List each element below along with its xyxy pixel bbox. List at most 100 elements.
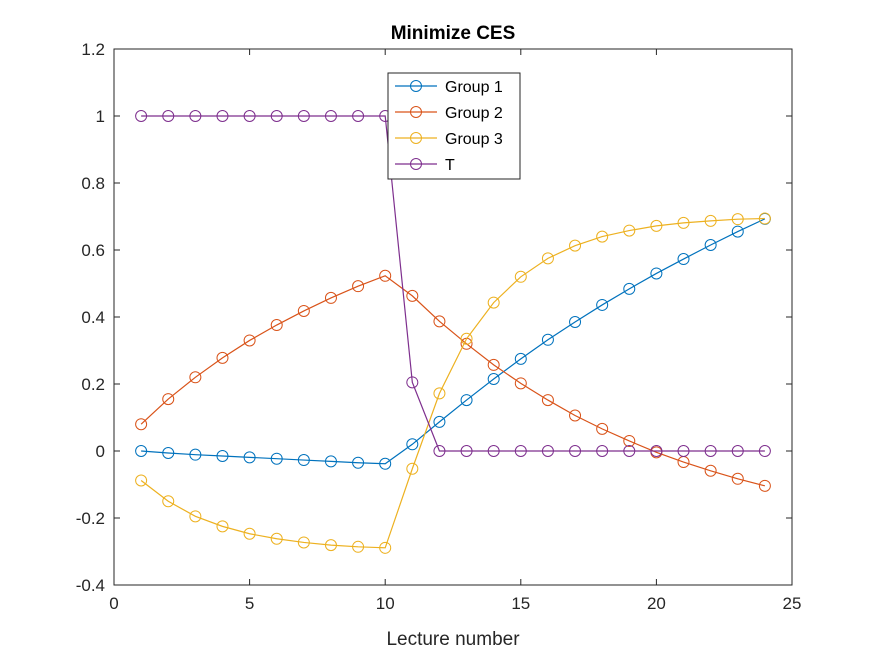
x-axis: 0 5 10 15 20 25 <box>109 49 801 613</box>
data-point-group-3 <box>135 474 148 487</box>
data-point-group-3 <box>243 527 256 540</box>
data-point-group-1 <box>541 333 554 346</box>
data-point-group-1 <box>270 452 283 465</box>
data-point-group-1 <box>406 438 419 451</box>
legend: Group 1 Group 2 Group 3 T <box>387 72 521 180</box>
data-point-group-1 <box>650 267 663 280</box>
data-point-group-3 <box>758 212 771 225</box>
series-line-t <box>141 115 765 452</box>
series-group-3 <box>135 212 771 554</box>
data-point-t <box>677 445 690 457</box>
data-point-group-2 <box>216 351 229 364</box>
legend-box <box>387 72 521 180</box>
legend-marker <box>410 158 422 170</box>
legend-label: Group 2 <box>445 105 503 122</box>
data-point-group-1 <box>324 455 337 468</box>
data-point-t <box>297 110 310 122</box>
data-point-group-3 <box>324 539 337 552</box>
data-point-group-2 <box>379 269 392 282</box>
data-point-group-1 <box>569 316 582 329</box>
data-point-group-3 <box>514 270 527 283</box>
series-layer <box>135 110 771 554</box>
data-point-group-3 <box>731 213 744 226</box>
data-point-group-1 <box>162 447 175 460</box>
x-tick-label: 10 <box>376 594 395 613</box>
data-point-group-1 <box>352 456 365 469</box>
data-point-group-3 <box>704 214 717 227</box>
data-point-t <box>541 445 554 457</box>
data-point-t <box>135 110 148 122</box>
data-point-group-1 <box>596 298 609 311</box>
legend-item: T <box>395 157 455 174</box>
data-point-group-1 <box>677 253 690 266</box>
data-point-group-2 <box>758 479 771 492</box>
data-point-t <box>189 110 202 122</box>
y-tick-label: 1 <box>96 107 105 126</box>
legend-label: Group 1 <box>445 79 503 96</box>
legend-marker <box>410 132 422 144</box>
data-point-group-2 <box>541 394 554 407</box>
data-point-group-2 <box>514 377 527 390</box>
data-point-t <box>569 445 582 457</box>
legend-item: Group 3 <box>395 131 503 148</box>
data-point-t <box>514 445 527 457</box>
data-point-group-3 <box>379 541 392 554</box>
data-point-group-3 <box>541 252 554 265</box>
data-point-group-3 <box>189 510 202 523</box>
data-point-group-3 <box>270 532 283 545</box>
data-point-group-1 <box>243 451 256 464</box>
data-point-group-2 <box>352 280 365 293</box>
data-point-t <box>731 445 744 457</box>
data-point-group-3 <box>487 296 500 309</box>
data-point-t <box>758 445 771 457</box>
y-tick-label: 0.4 <box>81 308 105 327</box>
data-point-group-1 <box>216 450 229 463</box>
data-point-group-2 <box>623 434 636 447</box>
data-point-group-3 <box>216 520 229 533</box>
data-point-group-2 <box>162 393 175 406</box>
data-point-group-1 <box>460 394 473 407</box>
legend-marker <box>410 80 422 92</box>
data-point-group-1 <box>189 448 202 461</box>
y-tick-label: 1.2 <box>81 40 105 59</box>
data-point-group-2 <box>731 472 744 485</box>
y-tick-label: 0 <box>96 442 105 461</box>
data-point-group-2 <box>406 289 419 302</box>
data-point-group-2 <box>569 409 582 422</box>
data-point-t <box>162 110 175 122</box>
y-tick-label: 0.2 <box>81 375 105 394</box>
data-point-t <box>324 110 337 122</box>
series-line-group-3 <box>140 217 765 549</box>
data-point-group-3 <box>460 332 473 345</box>
data-point-group-3 <box>650 219 663 232</box>
data-point-group-3 <box>623 224 636 237</box>
x-tick-label: 25 <box>783 594 802 613</box>
data-point-group-2 <box>596 422 609 435</box>
data-point-t <box>487 445 500 457</box>
data-point-t <box>460 445 473 457</box>
data-point-group-1 <box>731 225 744 238</box>
data-point-group-1 <box>379 457 392 470</box>
data-point-t <box>406 376 419 389</box>
data-point-group-2 <box>243 334 256 347</box>
data-point-group-3 <box>297 536 310 549</box>
y-tick-label: 0.8 <box>81 174 105 193</box>
data-point-group-2 <box>189 371 202 384</box>
data-point-group-2 <box>704 464 717 477</box>
chart-title: Minimize CES <box>391 23 516 44</box>
data-point-t <box>352 110 365 122</box>
series-t <box>135 110 771 457</box>
y-axis: -0.4 -0.2 0 0.2 0.4 0.6 0.8 1 1.2 <box>76 40 792 595</box>
data-point-t <box>704 445 717 457</box>
y-tick-label: -0.4 <box>76 576 105 595</box>
data-point-group-3 <box>569 239 582 252</box>
legend-label: Group 3 <box>445 131 503 148</box>
data-point-group-3 <box>596 230 609 243</box>
data-point-group-3 <box>162 495 175 508</box>
data-point-group-1 <box>297 454 310 467</box>
data-point-t <box>650 445 663 457</box>
legend-item: Group 1 <box>395 79 503 96</box>
data-point-group-1 <box>514 352 527 365</box>
x-tick-label: 20 <box>647 594 666 613</box>
data-point-group-3 <box>406 462 419 475</box>
